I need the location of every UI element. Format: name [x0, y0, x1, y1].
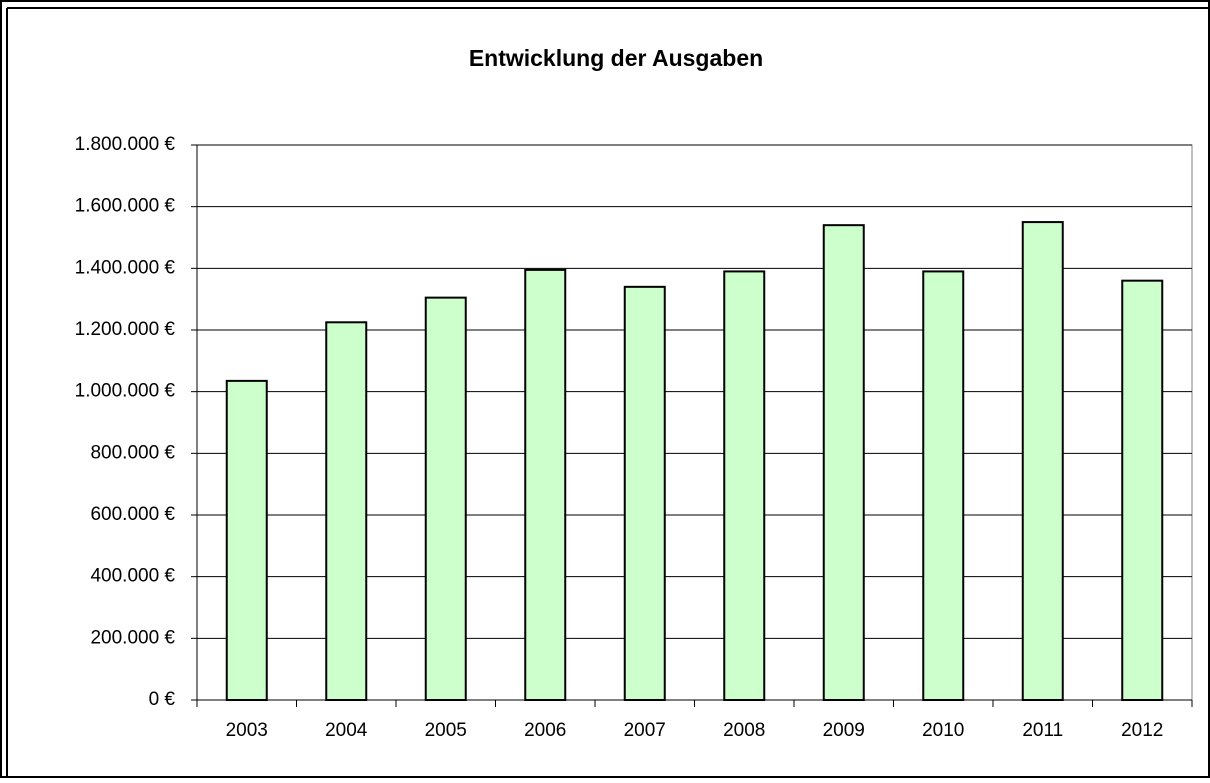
chart-title: Entwicklung der Ausgaben	[469, 45, 763, 71]
bar	[524, 268, 567, 701]
y-tick-label: 1.600.000 €	[75, 196, 176, 217]
y-tick-label: 400.000 €	[90, 566, 175, 587]
bar	[623, 285, 666, 701]
bar	[424, 296, 467, 701]
x-tick-label: 2012	[1121, 720, 1163, 741]
y-tick-label: 0 €	[149, 689, 176, 710]
y-tick-label: 1.200.000 €	[75, 319, 176, 340]
x-tick-label: 2007	[624, 720, 666, 741]
x-tick-label: 2005	[425, 720, 467, 741]
y-tick-label: 1.800.000 €	[75, 134, 176, 155]
y-tick-label: 800.000 €	[90, 442, 175, 463]
y-tick-label: 600.000 €	[90, 504, 175, 525]
y-tick-label: 1.000.000 €	[75, 381, 176, 402]
x-tick-label: 2003	[226, 720, 268, 741]
bar	[723, 270, 766, 701]
bar	[325, 321, 368, 701]
bar	[1121, 279, 1164, 701]
bar	[922, 270, 965, 701]
bar	[225, 379, 268, 701]
x-tick-label: 2011	[1022, 720, 1063, 741]
y-tick-label: 200.000 €	[90, 627, 175, 648]
x-tick-label: 2004	[325, 720, 368, 741]
x-tick-label: 2010	[922, 720, 964, 741]
y-tick-label: 1.400.000 €	[75, 257, 176, 278]
bar	[1021, 221, 1064, 701]
x-tick-label: 2009	[823, 720, 865, 741]
x-tick-label: 2006	[524, 720, 566, 741]
x-tick-label: 2008	[723, 720, 765, 741]
bar	[822, 224, 865, 702]
